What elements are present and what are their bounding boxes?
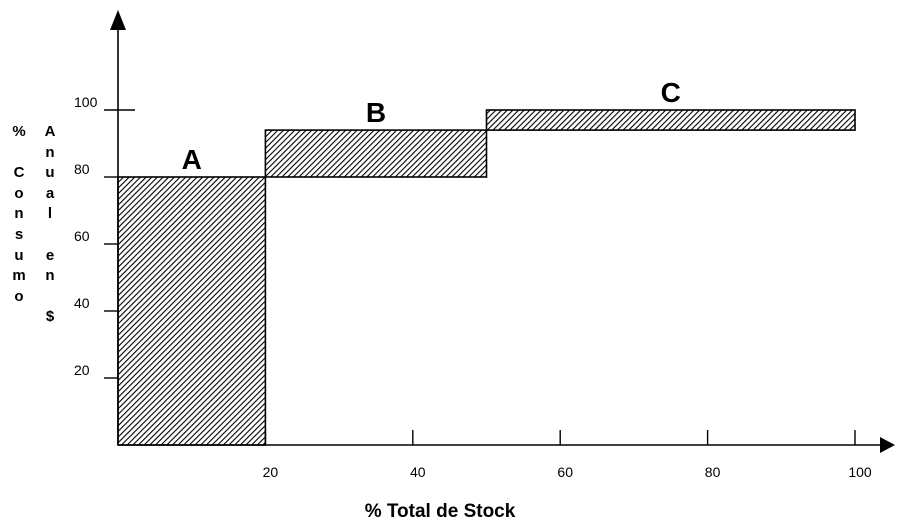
x-tick-label: 60 (557, 464, 573, 480)
y-axis-label-letter: A (44, 123, 56, 140)
y-axis-label-letter: a (45, 184, 55, 202)
x-tick-label: 80 (705, 464, 721, 480)
y-axis-label-letter (43, 287, 57, 308)
y-axis-label-letter: C (13, 164, 25, 182)
x-axis-label: % Total de Stock (364, 501, 516, 522)
x-tick-label: 20 (263, 464, 279, 480)
y-axis-label-letter: n (45, 143, 55, 161)
x-tick-label: 40 (410, 464, 426, 480)
bar-label-b: B (366, 97, 386, 128)
y-axis-label-letter: % (12, 123, 26, 140)
y-tick-label: 40 (74, 295, 90, 311)
y-axis-label-letter: s (14, 225, 24, 243)
y-axis-label-letter: u (14, 246, 24, 264)
y-tick-label: 60 (74, 228, 90, 244)
y-axis-label-letter: l (47, 205, 53, 223)
y-axis-label-letter: n (14, 205, 24, 223)
y-axis-label-letter (43, 225, 57, 246)
y-tick-label: 80 (74, 161, 90, 177)
y-tick-label: 20 (74, 362, 90, 378)
y-axis-label-letter: o (14, 184, 24, 202)
x-tick-label: 100 (848, 464, 872, 480)
bar-c (485, 109, 856, 131)
y-axis-label-letter (12, 143, 26, 164)
y-axis-label-letter: $ (45, 308, 55, 326)
y-axis-label-letter: m (12, 267, 26, 285)
y-axis-arrow-icon (110, 10, 126, 30)
y-axis-label-letter: o (14, 287, 24, 305)
x-axis-arrow-icon (880, 437, 895, 453)
bar-a (117, 176, 267, 446)
y-axis-label-letter: n (45, 267, 55, 285)
bar-label-a: A (182, 144, 202, 175)
y-axis-label-letter: u (45, 164, 55, 182)
y-tick-label: 100 (74, 94, 98, 110)
bar-b (264, 129, 488, 178)
bar-label-c: C (661, 77, 681, 108)
y-axis-label-letter: e (45, 246, 55, 264)
